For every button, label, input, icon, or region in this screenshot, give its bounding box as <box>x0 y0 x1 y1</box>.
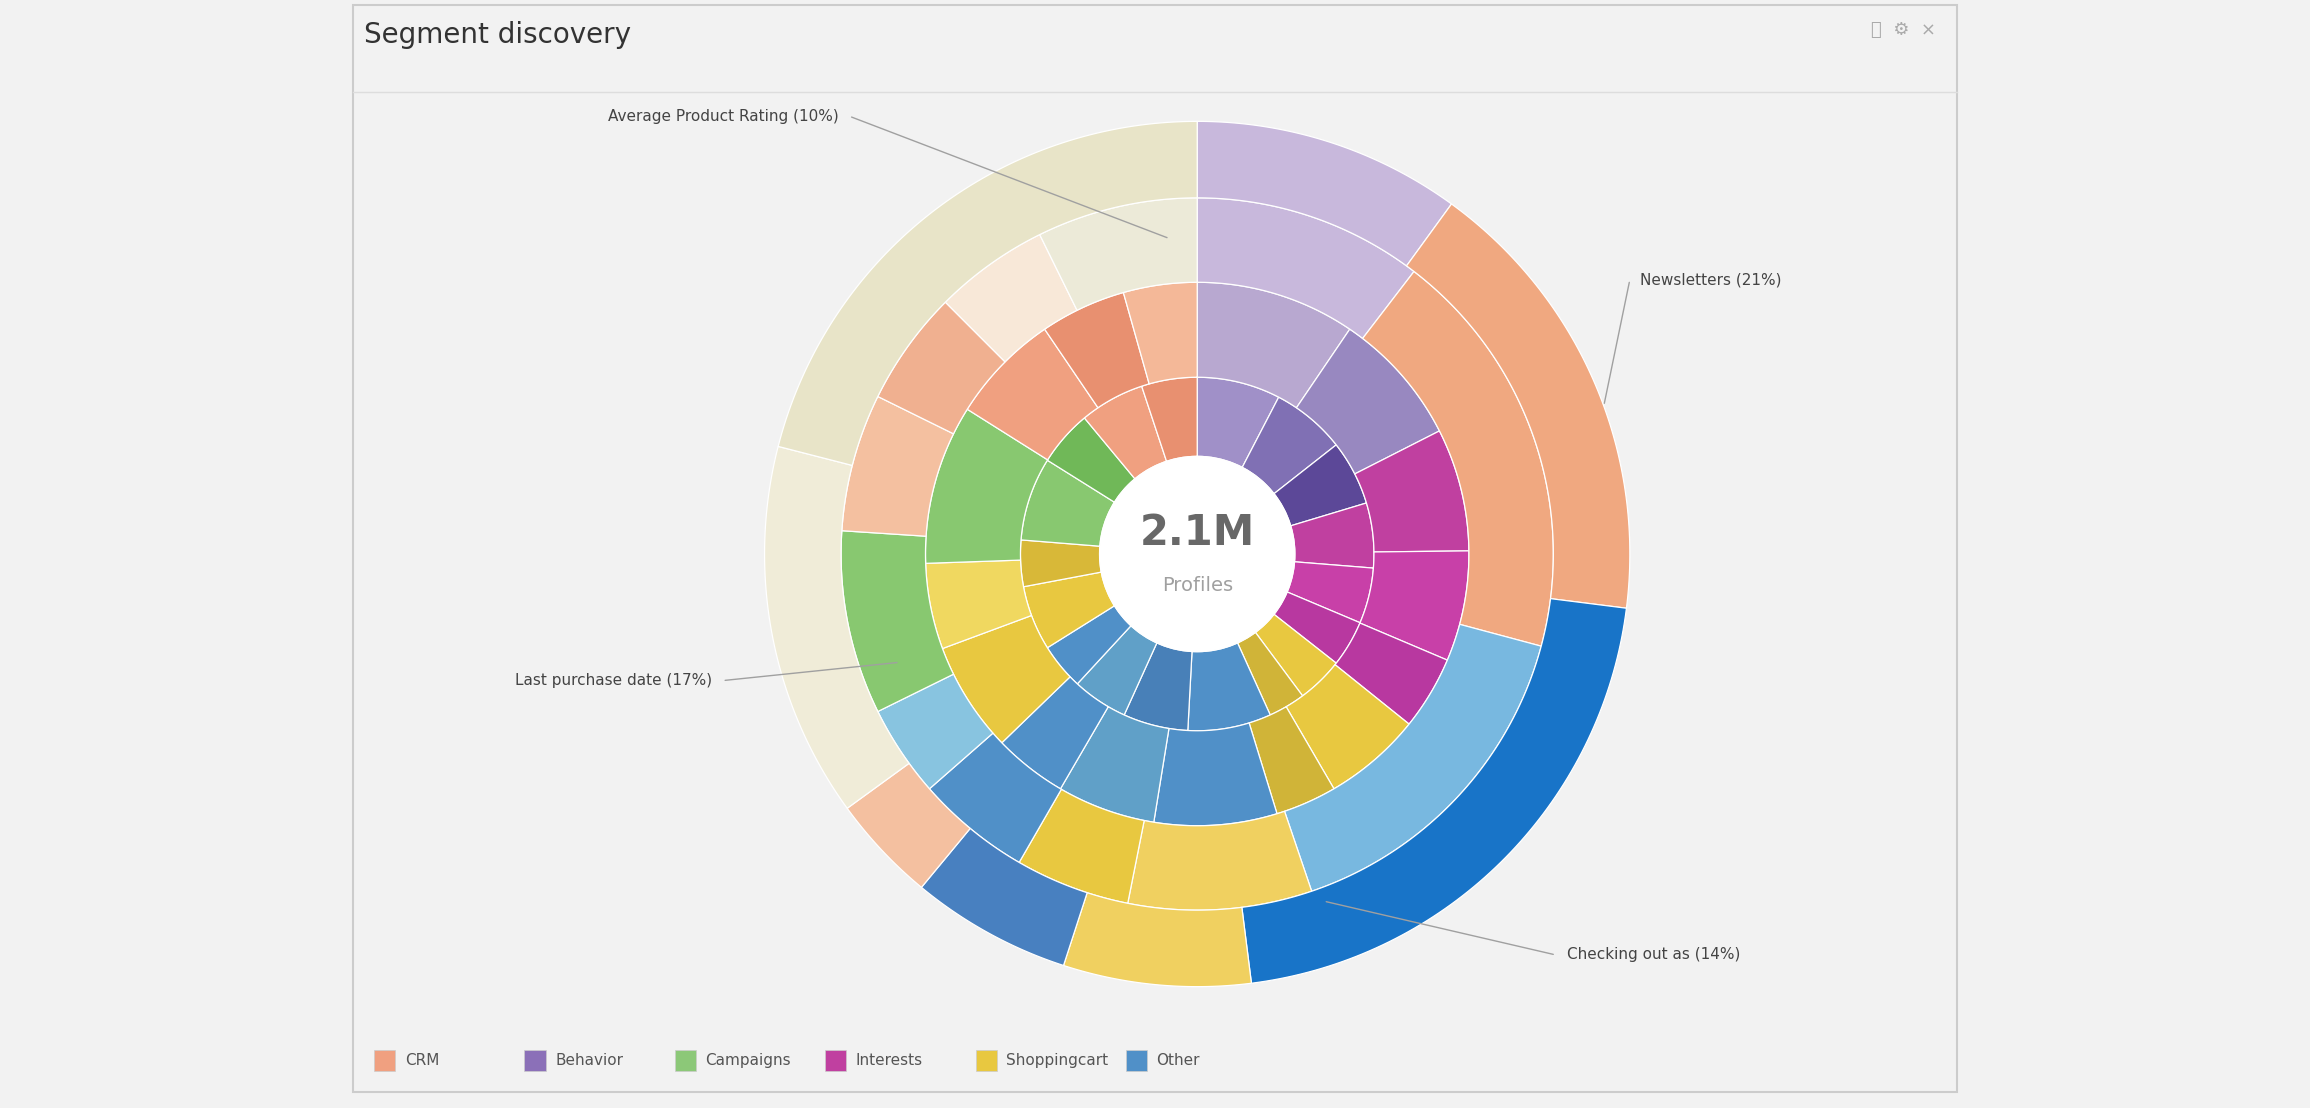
Polygon shape <box>1076 626 1157 715</box>
Polygon shape <box>1243 598 1626 983</box>
Polygon shape <box>1197 122 1451 266</box>
Polygon shape <box>968 329 1097 460</box>
Text: ⓘ  ⚙  ×: ⓘ ⚙ × <box>1871 21 1936 39</box>
Polygon shape <box>926 409 1049 563</box>
Text: Behavior: Behavior <box>554 1053 624 1068</box>
Text: Checking out as (14%): Checking out as (14%) <box>1566 947 1739 963</box>
Text: Segment discovery: Segment discovery <box>363 21 631 49</box>
Polygon shape <box>1040 198 1197 310</box>
Polygon shape <box>1019 789 1143 903</box>
Polygon shape <box>1044 293 1148 408</box>
Polygon shape <box>926 560 1033 648</box>
Polygon shape <box>1250 707 1333 813</box>
Polygon shape <box>922 829 1088 965</box>
Polygon shape <box>878 674 993 789</box>
Polygon shape <box>1275 444 1368 526</box>
Polygon shape <box>1361 551 1469 660</box>
Polygon shape <box>1083 387 1167 479</box>
Polygon shape <box>765 447 910 809</box>
Text: Shoppingcart: Shoppingcart <box>1007 1053 1109 1068</box>
Polygon shape <box>942 616 1070 742</box>
Text: Other: Other <box>1157 1053 1201 1068</box>
Polygon shape <box>778 122 1197 465</box>
Polygon shape <box>1407 204 1631 608</box>
Polygon shape <box>1287 562 1374 623</box>
Polygon shape <box>1335 623 1448 725</box>
Polygon shape <box>1060 707 1169 822</box>
Polygon shape <box>1125 643 1192 730</box>
Polygon shape <box>1197 283 1349 408</box>
Polygon shape <box>1127 811 1312 910</box>
Polygon shape <box>1363 271 1552 646</box>
Polygon shape <box>929 733 1060 862</box>
Polygon shape <box>1123 283 1197 383</box>
Bar <box>825 1050 845 1071</box>
Text: Newsletters (21%): Newsletters (21%) <box>1640 273 1781 287</box>
Polygon shape <box>1021 540 1102 587</box>
Text: Profiles: Profiles <box>1162 576 1234 595</box>
Polygon shape <box>1141 377 1197 461</box>
Polygon shape <box>1275 592 1361 664</box>
Text: 2.1M: 2.1M <box>1139 512 1254 554</box>
Polygon shape <box>1187 643 1270 731</box>
Circle shape <box>1100 456 1296 652</box>
Polygon shape <box>1291 503 1374 568</box>
Polygon shape <box>1021 460 1113 546</box>
Text: Last purchase date (17%): Last purchase date (17%) <box>515 674 711 688</box>
Polygon shape <box>841 531 954 711</box>
Polygon shape <box>1284 624 1541 891</box>
Text: Average Product Rating (10%): Average Product Rating (10%) <box>608 109 839 124</box>
Polygon shape <box>848 763 970 888</box>
Polygon shape <box>1046 418 1134 502</box>
Polygon shape <box>1197 198 1414 338</box>
Polygon shape <box>1046 606 1132 684</box>
Polygon shape <box>945 235 1076 362</box>
Bar <box>675 1050 695 1071</box>
Polygon shape <box>1153 722 1277 825</box>
Polygon shape <box>1238 633 1303 715</box>
Polygon shape <box>841 397 954 536</box>
Polygon shape <box>1003 677 1109 789</box>
Polygon shape <box>1254 614 1335 696</box>
Polygon shape <box>1287 665 1409 789</box>
Text: Interests: Interests <box>855 1053 924 1068</box>
Polygon shape <box>1354 431 1469 552</box>
Polygon shape <box>1023 572 1113 648</box>
Bar <box>975 1050 996 1071</box>
Bar <box>524 1050 545 1071</box>
Polygon shape <box>878 302 1005 434</box>
Polygon shape <box>1296 329 1439 474</box>
Text: Campaigns: Campaigns <box>705 1053 790 1068</box>
Bar <box>1125 1050 1148 1071</box>
Polygon shape <box>1243 397 1335 494</box>
Polygon shape <box>1063 893 1252 986</box>
Bar <box>374 1050 395 1071</box>
Polygon shape <box>1197 377 1280 468</box>
Text: CRM: CRM <box>404 1053 439 1068</box>
